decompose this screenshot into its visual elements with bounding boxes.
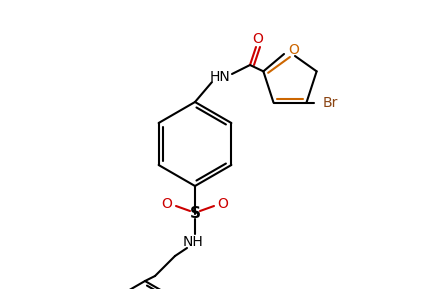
Text: O: O — [288, 43, 299, 57]
Text: O: O — [252, 32, 263, 46]
Text: O: O — [217, 197, 228, 211]
Text: HN: HN — [209, 70, 230, 84]
Text: Br: Br — [322, 96, 337, 110]
Text: O: O — [161, 197, 172, 211]
Text: S: S — [189, 207, 200, 221]
Text: NH: NH — [182, 235, 203, 249]
